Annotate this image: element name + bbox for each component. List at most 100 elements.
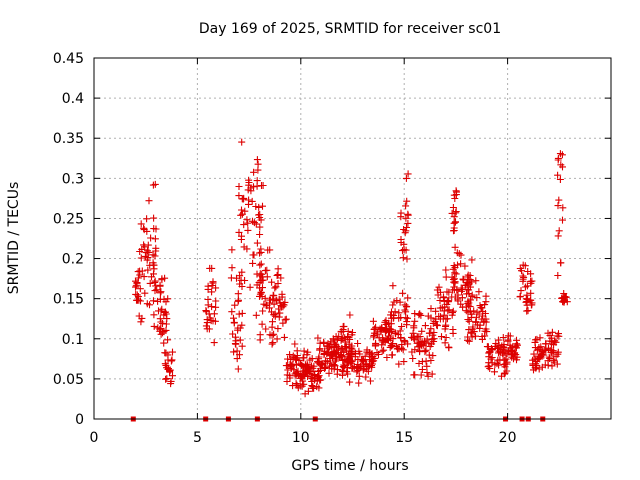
data-point xyxy=(421,322,429,330)
data-point xyxy=(253,156,261,164)
data-point xyxy=(502,355,510,363)
data-point xyxy=(284,366,292,374)
data-point xyxy=(270,300,278,308)
axis-ticks xyxy=(93,57,611,420)
data-point xyxy=(233,347,241,355)
x-axis-label: GPS time / hours xyxy=(291,458,408,474)
data-point xyxy=(440,311,448,319)
data-point xyxy=(465,286,473,294)
data-point xyxy=(252,203,260,210)
data-point xyxy=(164,356,172,364)
data-point xyxy=(143,215,151,223)
data-point xyxy=(398,323,406,330)
data-point xyxy=(522,295,530,303)
data-point xyxy=(448,209,456,217)
data-point xyxy=(516,293,524,301)
data-point xyxy=(167,380,175,388)
data-point xyxy=(330,361,338,369)
data-point xyxy=(377,328,385,336)
data-point xyxy=(461,262,469,270)
data-point xyxy=(254,160,262,168)
data-point xyxy=(425,329,433,337)
data-point xyxy=(359,366,367,374)
data-point xyxy=(132,277,139,285)
data-point xyxy=(378,347,386,355)
data-point xyxy=(387,327,395,335)
data-point xyxy=(455,250,463,258)
data-point xyxy=(504,336,512,344)
data-point xyxy=(401,229,409,237)
data-point xyxy=(472,332,479,340)
data-point xyxy=(236,336,244,344)
data-point xyxy=(156,289,164,297)
data-point xyxy=(383,335,391,343)
data-point xyxy=(270,330,278,338)
data-point xyxy=(257,248,265,256)
data-point xyxy=(548,338,556,346)
data-point xyxy=(208,282,216,289)
data-point xyxy=(424,312,432,320)
data-point xyxy=(433,321,441,329)
data-point xyxy=(375,334,383,342)
y-axis-label: SRMTID / TECUs xyxy=(6,182,22,295)
data-point xyxy=(278,290,286,298)
data-point xyxy=(528,299,536,307)
data-point xyxy=(231,301,239,309)
data-point xyxy=(536,352,544,360)
data-point xyxy=(499,334,507,341)
data-point xyxy=(403,321,411,329)
data-point xyxy=(428,370,436,378)
data-point xyxy=(256,231,264,238)
data-point xyxy=(555,227,563,235)
data-point xyxy=(403,224,410,231)
data-point xyxy=(262,325,270,333)
data-point xyxy=(374,330,381,338)
data-point xyxy=(530,350,538,358)
data-point xyxy=(340,322,348,330)
data-point xyxy=(367,377,374,385)
data-point xyxy=(396,298,404,306)
data-point xyxy=(433,286,441,294)
data-point xyxy=(259,182,267,189)
data-point xyxy=(246,283,254,291)
data-point xyxy=(475,288,483,296)
data-point xyxy=(468,291,476,299)
data-point xyxy=(473,294,481,302)
data-point xyxy=(272,296,280,304)
data-point xyxy=(169,372,176,380)
data-point xyxy=(559,204,567,212)
data-point xyxy=(259,202,266,210)
data-point xyxy=(554,348,562,356)
data-point xyxy=(559,216,566,224)
data-point xyxy=(387,314,395,322)
data-point xyxy=(156,325,164,333)
data-point xyxy=(263,273,271,281)
data-point xyxy=(546,332,554,339)
data-point xyxy=(261,267,269,275)
data-point xyxy=(536,334,544,342)
data-point xyxy=(211,317,219,325)
data-point xyxy=(399,289,407,297)
data-point xyxy=(560,297,568,305)
data-point xyxy=(393,345,401,353)
data-point xyxy=(316,339,324,347)
data-point xyxy=(283,378,291,385)
data-point xyxy=(519,261,527,269)
data-point xyxy=(287,364,295,372)
data-point xyxy=(137,220,145,228)
data-point xyxy=(235,310,243,318)
data-point xyxy=(510,355,517,363)
data-point xyxy=(275,295,283,303)
data-point xyxy=(548,362,556,370)
data-point xyxy=(228,308,236,316)
data-point xyxy=(559,298,567,305)
data-point xyxy=(390,298,398,306)
data-point xyxy=(331,362,339,370)
data-point xyxy=(339,334,347,342)
data-point xyxy=(240,221,248,229)
data-point xyxy=(241,277,249,284)
data-point xyxy=(555,332,563,340)
data-point xyxy=(315,355,323,363)
data-point xyxy=(372,323,380,331)
data-point xyxy=(230,348,238,356)
